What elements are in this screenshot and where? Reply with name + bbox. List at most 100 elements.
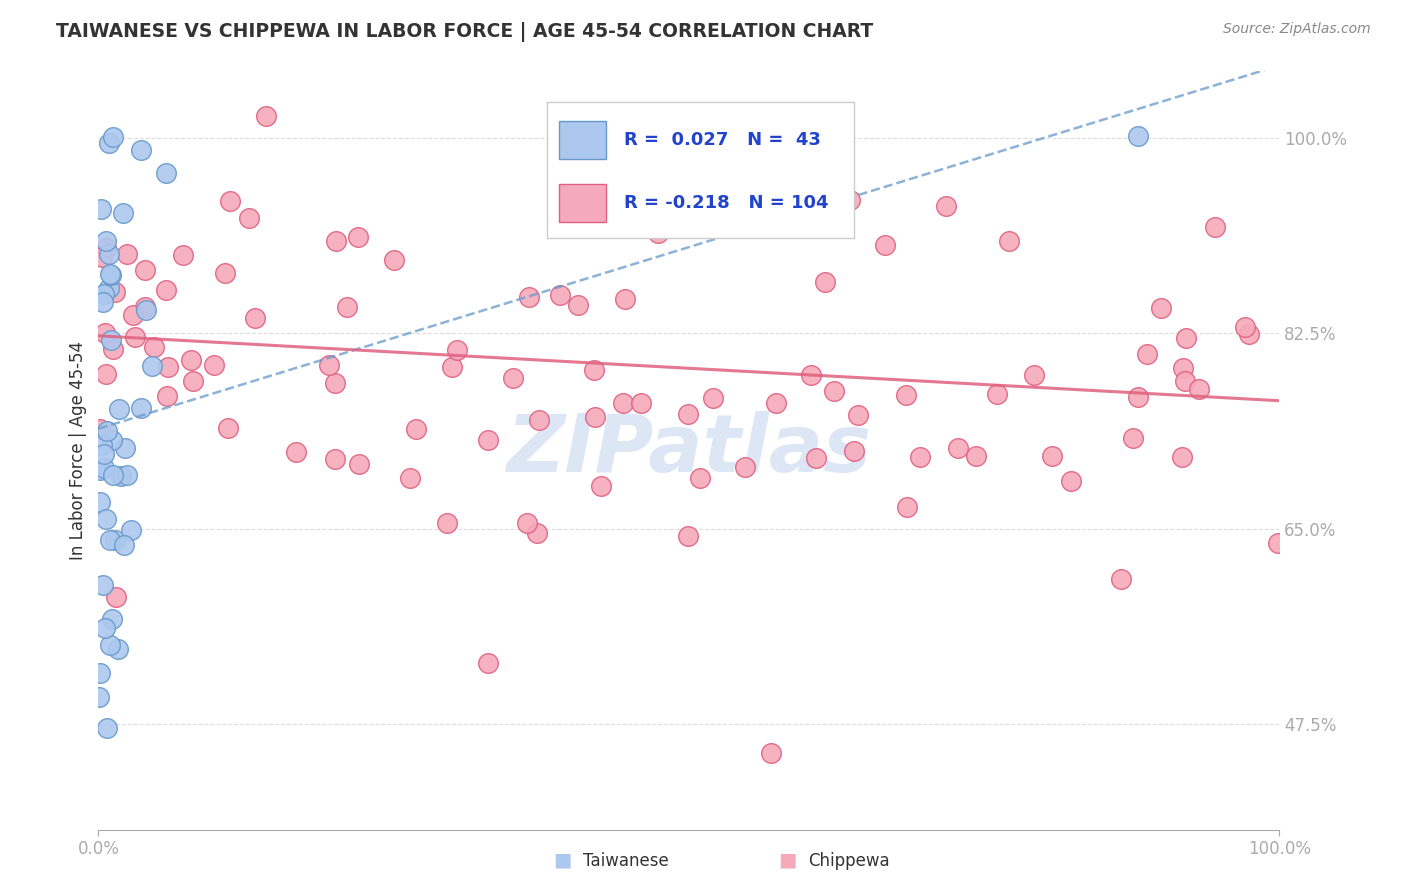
- Point: [202, 358, 225, 372]
- Point: [759, 746, 782, 760]
- Point: [440, 359, 463, 374]
- Point: [689, 470, 711, 484]
- Y-axis label: In Labor Force | Age 45-54: In Labor Force | Age 45-54: [69, 341, 87, 560]
- Point: [94, 621, 117, 635]
- Point: [98, 247, 121, 261]
- Point: [734, 459, 756, 474]
- Point: [129, 143, 152, 157]
- Point: [678, 407, 700, 421]
- Point: [155, 166, 177, 180]
- Point: [516, 516, 538, 530]
- Point: [94, 326, 117, 340]
- Point: [104, 285, 127, 299]
- Point: [526, 525, 548, 540]
- Point: [91, 295, 114, 310]
- Point: [583, 409, 606, 424]
- Text: ■: ■: [553, 851, 572, 870]
- Point: [908, 450, 931, 464]
- Point: [104, 533, 127, 547]
- Point: [325, 452, 347, 467]
- Point: [120, 523, 142, 537]
- Point: [89, 421, 111, 435]
- Point: [98, 638, 121, 652]
- Point: [399, 471, 422, 485]
- Point: [676, 529, 699, 543]
- Point: [284, 445, 307, 459]
- Point: [583, 362, 606, 376]
- Point: [91, 250, 114, 264]
- Point: [217, 420, 239, 434]
- Point: [502, 371, 524, 385]
- Point: [134, 263, 156, 277]
- Point: [637, 196, 659, 211]
- Point: [90, 202, 112, 216]
- Point: [87, 690, 110, 704]
- Point: [935, 199, 957, 213]
- Point: [134, 301, 156, 315]
- Point: [436, 516, 458, 530]
- Point: [806, 450, 828, 465]
- Point: [1234, 319, 1257, 334]
- Point: [238, 211, 260, 226]
- Point: [214, 266, 236, 280]
- Point: [1267, 536, 1289, 550]
- Point: [1022, 368, 1045, 382]
- Point: [1174, 331, 1197, 345]
- Point: [1239, 326, 1261, 341]
- Point: [141, 359, 163, 373]
- Point: [100, 267, 122, 281]
- Point: [89, 665, 111, 680]
- Point: [121, 308, 143, 322]
- Point: [612, 396, 634, 410]
- Text: TAIWANESE VS CHIPPEWA IN LABOR FORCE | AGE 45-54 CORRELATION CHART: TAIWANESE VS CHIPPEWA IN LABOR FORCE | A…: [56, 22, 873, 42]
- Point: [1122, 431, 1144, 445]
- Point: [219, 194, 242, 208]
- Point: [129, 401, 152, 415]
- Point: [517, 290, 540, 304]
- Point: [96, 424, 118, 438]
- Point: [93, 287, 115, 301]
- Point: [112, 538, 135, 552]
- Point: [325, 234, 347, 248]
- Point: [180, 352, 202, 367]
- Point: [101, 342, 124, 356]
- Point: [98, 533, 121, 547]
- Point: [89, 495, 111, 509]
- Point: [614, 293, 637, 307]
- Point: [155, 283, 177, 297]
- Point: [91, 578, 114, 592]
- Point: [94, 234, 117, 248]
- Point: [100, 433, 122, 447]
- Point: [896, 500, 918, 515]
- Point: [1188, 382, 1211, 396]
- Point: [254, 109, 277, 123]
- Point: [96, 511, 118, 525]
- Point: [336, 300, 359, 314]
- Point: [347, 230, 370, 244]
- Point: [107, 641, 129, 656]
- Point: [647, 226, 669, 240]
- Point: [1204, 220, 1226, 235]
- Point: [765, 396, 787, 410]
- Point: [100, 333, 122, 347]
- Point: [621, 193, 644, 207]
- Point: [446, 343, 468, 357]
- Point: [97, 281, 120, 295]
- Point: [1040, 449, 1063, 463]
- Point: [589, 479, 612, 493]
- Point: [111, 206, 134, 220]
- Point: [477, 656, 499, 670]
- Point: [89, 463, 111, 477]
- Point: [814, 275, 837, 289]
- Point: [382, 252, 405, 267]
- Point: [115, 246, 138, 260]
- Point: [1174, 374, 1197, 388]
- Point: [527, 413, 550, 427]
- Point: [800, 368, 823, 383]
- Point: [142, 340, 165, 354]
- Point: [1128, 390, 1150, 404]
- Point: [723, 212, 745, 227]
- Point: [1171, 360, 1194, 375]
- Point: [323, 376, 346, 390]
- Point: [1150, 301, 1173, 315]
